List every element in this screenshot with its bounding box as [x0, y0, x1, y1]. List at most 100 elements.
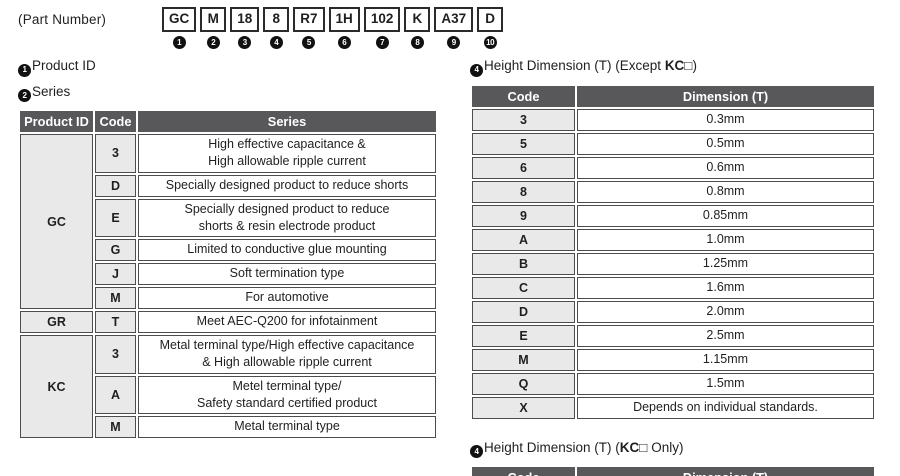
code-cell: J — [95, 263, 136, 285]
part-number-box: 8 — [263, 7, 290, 32]
content-columns: 1 Product ID 2 Series Product ID Code Seri… — [0, 58, 900, 476]
code-cell: 9 — [472, 204, 575, 227]
col-header-code: Code — [95, 111, 136, 132]
section-title: ) — [692, 58, 697, 73]
part-number-box: 18 — [230, 7, 260, 32]
section-title-bold: KC□ — [664, 58, 693, 73]
right-column: 4 Height Dimension (T) (Except KC□) Code … — [470, 58, 876, 476]
code-cell: E — [95, 198, 136, 237]
dimension-cell: 0.3mm — [577, 108, 874, 131]
table-row: D 2.0mm — [472, 300, 874, 323]
table-row: 8 0.8mm — [472, 180, 874, 203]
table-row: 6 0.6mm — [472, 156, 874, 179]
table-row: B 1.25mm — [472, 252, 874, 275]
left-column: 1 Product ID 2 Series Product ID Code Seri… — [18, 58, 438, 476]
code-cell: 6 — [472, 156, 575, 179]
code-cell: B — [472, 252, 575, 275]
series-desc-cell: Metel terminal type/ Safety standard cer… — [138, 375, 436, 414]
code-cell: G — [95, 239, 136, 261]
section-title: Height Dimension (T) (Except — [484, 58, 665, 73]
dimension-cell: 0.8mm — [577, 180, 874, 203]
table-row: G Limited to conductive glue mounting — [20, 239, 436, 261]
table-row: E Specially designed product to reduce s… — [20, 198, 436, 237]
part-number-segment: GC 1 — [162, 7, 197, 49]
table-row: KC 3 Metal terminal type/High effective … — [20, 335, 436, 438]
product-id-cell: KC — [20, 335, 93, 438]
series-desc-cell: Specially designed product to reduce sho… — [138, 198, 436, 237]
segment-number-badge: 2 — [206, 36, 220, 49]
section-number-badge: 4 — [470, 445, 483, 458]
table-header-row: Product ID Code Series — [20, 111, 436, 132]
part-number-segment: 18 3 — [230, 7, 260, 49]
code-cell: 8 — [472, 180, 575, 203]
table-row: A 1.0mm — [472, 228, 874, 251]
dimension-cell: 0.85mm — [577, 204, 874, 227]
product-id-cell: GC — [20, 134, 93, 309]
height-dimension-kc-table: Code Dimension (T) — [470, 465, 876, 476]
code-cell: 3 — [95, 335, 136, 374]
dimension-cell: 1.5mm — [577, 372, 874, 395]
dimension-cell: 0.5mm — [577, 132, 874, 155]
part-number-label: (Part Number) — [18, 12, 107, 27]
dimension-cell: 1.0mm — [577, 228, 874, 251]
col-header-product-id: Product ID — [20, 111, 93, 132]
code-cell: D — [95, 174, 136, 197]
section-title: Series — [32, 83, 71, 99]
code-cell: 3 — [95, 134, 136, 173]
table-row: M 1.15mm — [472, 348, 874, 371]
series-desc-cell: Limited to conductive glue mounting — [138, 239, 436, 261]
table-row: C 1.6mm — [472, 276, 874, 299]
dimension-cell: 1.25mm — [577, 252, 874, 275]
dimension-cell: Depends on individual standards. — [577, 396, 874, 419]
dimension-cell: 0.6mm — [577, 156, 874, 179]
part-number-segment: K 8 — [404, 7, 431, 49]
series-desc-cell: For automotive — [138, 287, 436, 309]
table-row: 9 0.85mm — [472, 204, 874, 227]
section-number-badge: 4 — [470, 63, 483, 77]
table-row: 3 0.3mm — [472, 108, 874, 131]
col-header-dimension: Dimension (T) — [577, 467, 874, 476]
part-number-segment: 8 4 — [263, 7, 290, 49]
section-title-bold: KC□ — [619, 439, 648, 455]
part-number-box: D — [477, 7, 504, 32]
table-row: D Specially designed product to reduce s… — [20, 174, 436, 197]
code-cell: C — [472, 276, 575, 299]
col-header-series: Series — [138, 111, 436, 132]
series-desc-cell: High effective capacitance & High allowa… — [138, 134, 436, 173]
section-title: Product ID — [32, 58, 96, 73]
part-number-box: A37 — [434, 7, 474, 32]
height-dimension-table: Code Dimension (T) 3 0.3mm 5 0.5mm 6 — [470, 84, 876, 421]
section-heading-series: 2 Series — [18, 83, 438, 102]
code-cell: 3 — [472, 108, 575, 131]
table-row: A Metel terminal type/ Safety standard c… — [20, 375, 436, 414]
part-number-segment: 1H 6 — [328, 7, 360, 49]
code-cell: D — [472, 300, 575, 323]
code-cell: T — [95, 311, 136, 333]
table-header-row: Code Dimension (T) — [472, 467, 874, 476]
segment-number-badge: 6 — [337, 36, 351, 49]
part-number-box: M — [200, 7, 227, 32]
part-number-box: 1H — [328, 7, 360, 32]
code-cell: M — [95, 416, 136, 438]
code-cell: 5 — [472, 132, 575, 155]
series-desc-cell: Meet AEC-Q200 for infotainment — [138, 311, 436, 333]
table-row: X Depends on individual standards. — [472, 396, 874, 419]
product-id-cell: GR — [20, 311, 93, 333]
segment-number-badge: 3 — [238, 36, 252, 49]
section-heading-product-id: 1 Product ID — [18, 58, 438, 77]
section-heading-height-except: 4 Height Dimension (T) (Except KC□) — [470, 58, 876, 77]
segment-number-badge: 4 — [269, 36, 283, 49]
segment-number-badge: 9 — [447, 36, 461, 49]
code-cell: M — [95, 287, 136, 309]
dimension-cell: 2.0mm — [577, 300, 874, 323]
part-number-row: (Part Number) GC 1 M 2 18 3 8 4 R7 5 — [0, 0, 900, 49]
code-cell: A — [95, 375, 136, 414]
table-row: M Metal terminal type — [20, 416, 436, 438]
part-number-segment: M 2 — [200, 7, 227, 49]
part-number-segment: D 10 — [477, 7, 504, 49]
series-desc-cell: Specially designed product to reduce sho… — [138, 174, 436, 197]
series-desc-cell: Metal terminal type — [138, 416, 436, 438]
segment-number-badge: 5 — [302, 36, 316, 49]
col-header-code: Code — [472, 85, 575, 107]
series-table: Product ID Code Series GC 3 High effecti… — [18, 109, 438, 440]
